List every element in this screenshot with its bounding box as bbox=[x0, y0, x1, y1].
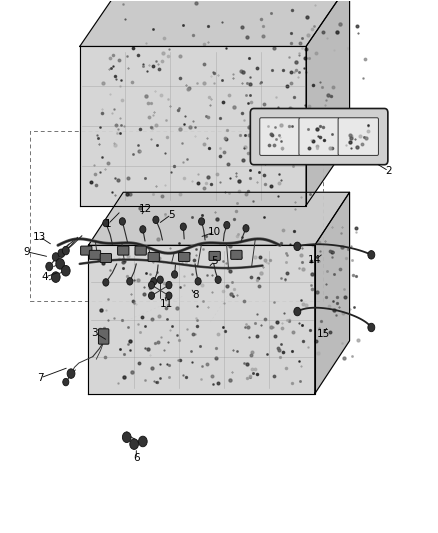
Circle shape bbox=[368, 323, 375, 332]
Circle shape bbox=[157, 276, 163, 284]
Polygon shape bbox=[306, 0, 350, 206]
Circle shape bbox=[172, 271, 178, 278]
Text: 10: 10 bbox=[208, 227, 221, 237]
FancyBboxPatch shape bbox=[251, 109, 388, 165]
Circle shape bbox=[67, 369, 75, 378]
Circle shape bbox=[224, 221, 230, 229]
Circle shape bbox=[119, 217, 125, 225]
Text: 5: 5 bbox=[212, 256, 218, 266]
Text: 3: 3 bbox=[92, 328, 98, 338]
Polygon shape bbox=[315, 192, 350, 394]
Text: 12: 12 bbox=[138, 204, 152, 214]
Text: 4: 4 bbox=[42, 272, 48, 282]
FancyBboxPatch shape bbox=[231, 251, 242, 260]
Circle shape bbox=[151, 278, 157, 285]
Circle shape bbox=[153, 216, 159, 223]
Circle shape bbox=[51, 272, 60, 282]
Circle shape bbox=[130, 439, 138, 449]
Circle shape bbox=[243, 224, 249, 232]
Text: 6: 6 bbox=[133, 454, 140, 463]
FancyBboxPatch shape bbox=[117, 246, 129, 255]
Text: 13: 13 bbox=[33, 232, 46, 242]
FancyBboxPatch shape bbox=[338, 118, 378, 156]
Circle shape bbox=[140, 225, 146, 233]
Circle shape bbox=[215, 276, 221, 284]
Circle shape bbox=[198, 217, 205, 225]
Circle shape bbox=[180, 223, 186, 230]
Circle shape bbox=[195, 278, 201, 285]
Circle shape bbox=[52, 253, 59, 261]
Circle shape bbox=[294, 242, 301, 251]
Circle shape bbox=[61, 265, 70, 276]
Circle shape bbox=[122, 432, 131, 442]
Text: 9: 9 bbox=[23, 247, 30, 257]
FancyBboxPatch shape bbox=[148, 253, 159, 262]
Polygon shape bbox=[88, 245, 315, 394]
Circle shape bbox=[166, 281, 172, 289]
FancyBboxPatch shape bbox=[99, 329, 109, 344]
FancyBboxPatch shape bbox=[135, 246, 146, 255]
Circle shape bbox=[368, 251, 375, 259]
FancyBboxPatch shape bbox=[209, 252, 220, 261]
Circle shape bbox=[166, 292, 172, 300]
FancyBboxPatch shape bbox=[260, 118, 300, 156]
Circle shape bbox=[103, 219, 109, 227]
FancyBboxPatch shape bbox=[179, 253, 190, 262]
Circle shape bbox=[127, 278, 133, 285]
Text: 1: 1 bbox=[105, 219, 111, 229]
Circle shape bbox=[56, 259, 64, 269]
Circle shape bbox=[138, 436, 147, 447]
Polygon shape bbox=[80, 0, 350, 46]
Circle shape bbox=[46, 262, 53, 271]
FancyBboxPatch shape bbox=[299, 118, 339, 156]
Text: 7: 7 bbox=[37, 373, 44, 383]
FancyBboxPatch shape bbox=[81, 246, 92, 255]
Text: 11: 11 bbox=[160, 298, 173, 309]
Text: 5: 5 bbox=[168, 209, 174, 220]
Polygon shape bbox=[88, 192, 350, 245]
Circle shape bbox=[148, 292, 155, 300]
Circle shape bbox=[62, 246, 69, 255]
Text: 14: 14 bbox=[308, 255, 321, 265]
Circle shape bbox=[148, 281, 155, 289]
Polygon shape bbox=[80, 46, 306, 206]
FancyBboxPatch shape bbox=[89, 251, 101, 260]
Text: 15: 15 bbox=[317, 329, 330, 340]
FancyBboxPatch shape bbox=[100, 254, 112, 263]
Circle shape bbox=[58, 249, 65, 257]
Text: 2: 2 bbox=[385, 166, 392, 176]
Circle shape bbox=[294, 308, 301, 316]
Text: 8: 8 bbox=[192, 290, 198, 300]
Circle shape bbox=[63, 378, 69, 386]
Circle shape bbox=[103, 279, 109, 286]
